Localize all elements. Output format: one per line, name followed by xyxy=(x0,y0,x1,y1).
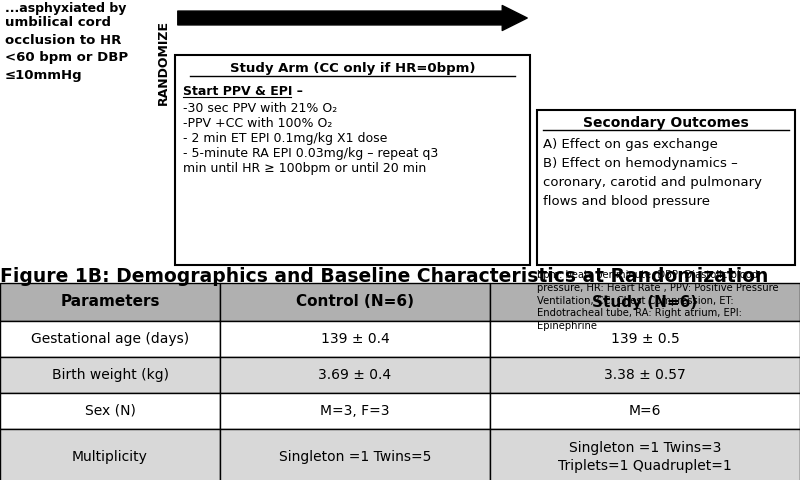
Bar xyxy=(490,321,800,357)
Bar xyxy=(490,283,800,321)
Bar xyxy=(490,393,800,429)
Text: Multiplicity: Multiplicity xyxy=(72,450,148,464)
Text: Study (N=6): Study (N=6) xyxy=(592,295,698,310)
Text: M=6: M=6 xyxy=(629,404,662,418)
Bar xyxy=(0,283,220,321)
Text: -PPV +CC with 100% O₂: -PPV +CC with 100% O₂ xyxy=(183,117,332,130)
Text: Singleton =1 Twins=5: Singleton =1 Twins=5 xyxy=(279,450,431,464)
Text: Study Arm (CC only if HR=0bpm): Study Arm (CC only if HR=0bpm) xyxy=(230,62,475,75)
Text: umbilical cord
occlusion to HR
<60 bpm or DBP
≤10mmHg: umbilical cord occlusion to HR <60 bpm o… xyxy=(5,16,128,82)
Bar xyxy=(220,429,490,480)
Text: A) Effect on gas exchange: A) Effect on gas exchange xyxy=(543,138,718,151)
Text: M=3, F=3: M=3, F=3 xyxy=(320,404,390,418)
Text: Control (N=6): Control (N=6) xyxy=(296,295,414,310)
Text: RANDOMIZE: RANDOMIZE xyxy=(157,20,170,105)
Text: Parameters: Parameters xyxy=(60,295,160,310)
Bar xyxy=(0,321,220,357)
Text: Singleton =1 Twins=3
Triplets=1 Quadruplet=1: Singleton =1 Twins=3 Triplets=1 Quadrupl… xyxy=(558,441,732,473)
Text: 139 ± 0.5: 139 ± 0.5 xyxy=(610,332,679,346)
Bar xyxy=(220,321,490,357)
Bar xyxy=(0,429,220,480)
Text: Secondary Outcomes: Secondary Outcomes xyxy=(583,116,749,130)
Bar xyxy=(0,393,220,429)
Text: Figure 1B: Demographics and Baseline Characteristics at Randomization: Figure 1B: Demographics and Baseline Cha… xyxy=(0,267,768,286)
Text: B) Effect on hemodynamics –: B) Effect on hemodynamics – xyxy=(543,157,738,170)
Text: ...asphyxiated by: ...asphyxiated by xyxy=(5,2,126,15)
Text: flows and blood pressure: flows and blood pressure xyxy=(543,195,710,208)
Text: Start PPV & EPI –: Start PPV & EPI – xyxy=(183,85,303,98)
Text: Sex (N): Sex (N) xyxy=(85,404,135,418)
Bar xyxy=(0,357,220,393)
Text: Birth weight (kg): Birth weight (kg) xyxy=(51,368,169,382)
Bar xyxy=(490,429,800,480)
Bar xyxy=(537,110,795,265)
Bar xyxy=(220,283,490,321)
Bar xyxy=(490,357,800,393)
Text: - 5-minute RA EPI 0.03mg/kg – repeat q3: - 5-minute RA EPI 0.03mg/kg – repeat q3 xyxy=(183,147,438,160)
Text: -30 sec PPV with 21% O₂: -30 sec PPV with 21% O₂ xyxy=(183,102,338,115)
Text: 3.69 ± 0.4: 3.69 ± 0.4 xyxy=(318,368,391,382)
Text: coronary, carotid and pulmonary: coronary, carotid and pulmonary xyxy=(543,176,762,189)
Bar xyxy=(220,393,490,429)
Text: 139 ± 0.4: 139 ± 0.4 xyxy=(321,332,390,346)
Text: min until HR ≥ 100bpm or until 20 min: min until HR ≥ 100bpm or until 20 min xyxy=(183,162,426,175)
Text: bpm: beats per minute, DBP: Diastolic blood
pressure, HR: Heart Rate , PPV: Posi: bpm: beats per minute, DBP: Diastolic bl… xyxy=(537,270,778,331)
Text: Gestational age (days): Gestational age (days) xyxy=(31,332,189,346)
Bar xyxy=(220,357,490,393)
Text: 3.38 ± 0.57: 3.38 ± 0.57 xyxy=(604,368,686,382)
FancyArrowPatch shape xyxy=(178,5,527,31)
Text: - 2 min ET EPI 0.1mg/kg X1 dose: - 2 min ET EPI 0.1mg/kg X1 dose xyxy=(183,132,387,145)
Bar xyxy=(175,55,530,265)
